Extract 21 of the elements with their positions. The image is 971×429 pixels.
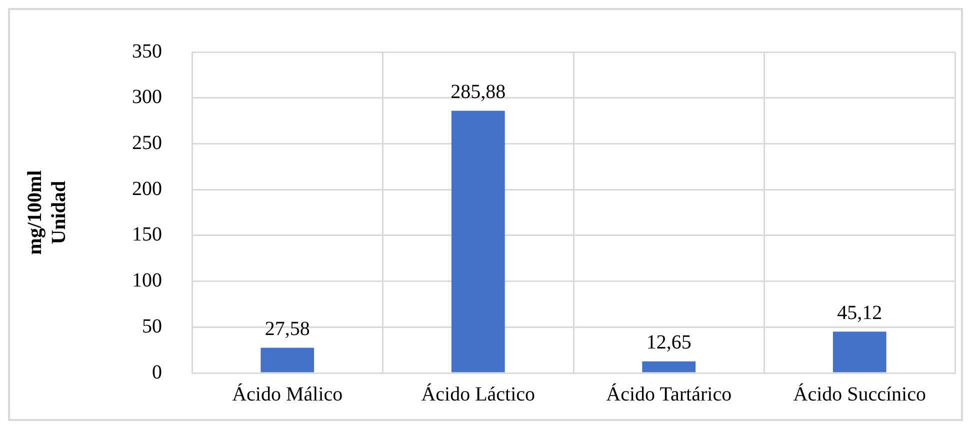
data-label: 12,65 bbox=[646, 332, 692, 354]
data-label: 285,88 bbox=[450, 81, 506, 104]
y-tick-label: 50 bbox=[142, 315, 162, 338]
y-tick-label: 300 bbox=[132, 86, 162, 108]
y-tick-label: 350 bbox=[132, 40, 162, 62]
bar bbox=[451, 110, 505, 372]
bar bbox=[642, 361, 696, 372]
bar bbox=[832, 332, 886, 372]
y-axis-title: mg/100ml Unidad bbox=[24, 170, 70, 255]
y-tick-label: 0 bbox=[152, 361, 162, 384]
x-tick-label: Ácido Succínico bbox=[793, 382, 926, 406]
data-label: 27,58 bbox=[264, 318, 310, 340]
x-tick-label: Ácido Tartárico bbox=[606, 382, 732, 406]
y-tick-label: 250 bbox=[132, 132, 162, 154]
data-label: 45,12 bbox=[837, 302, 882, 324]
y-tick-label: 150 bbox=[132, 224, 162, 246]
x-tick-label: Ácido Málico bbox=[232, 382, 343, 406]
y-tick-label: 200 bbox=[132, 178, 162, 200]
y-tick-label: 100 bbox=[132, 270, 162, 292]
x-tick-label: Ácido Láctico bbox=[421, 382, 536, 406]
bar bbox=[260, 348, 314, 372]
